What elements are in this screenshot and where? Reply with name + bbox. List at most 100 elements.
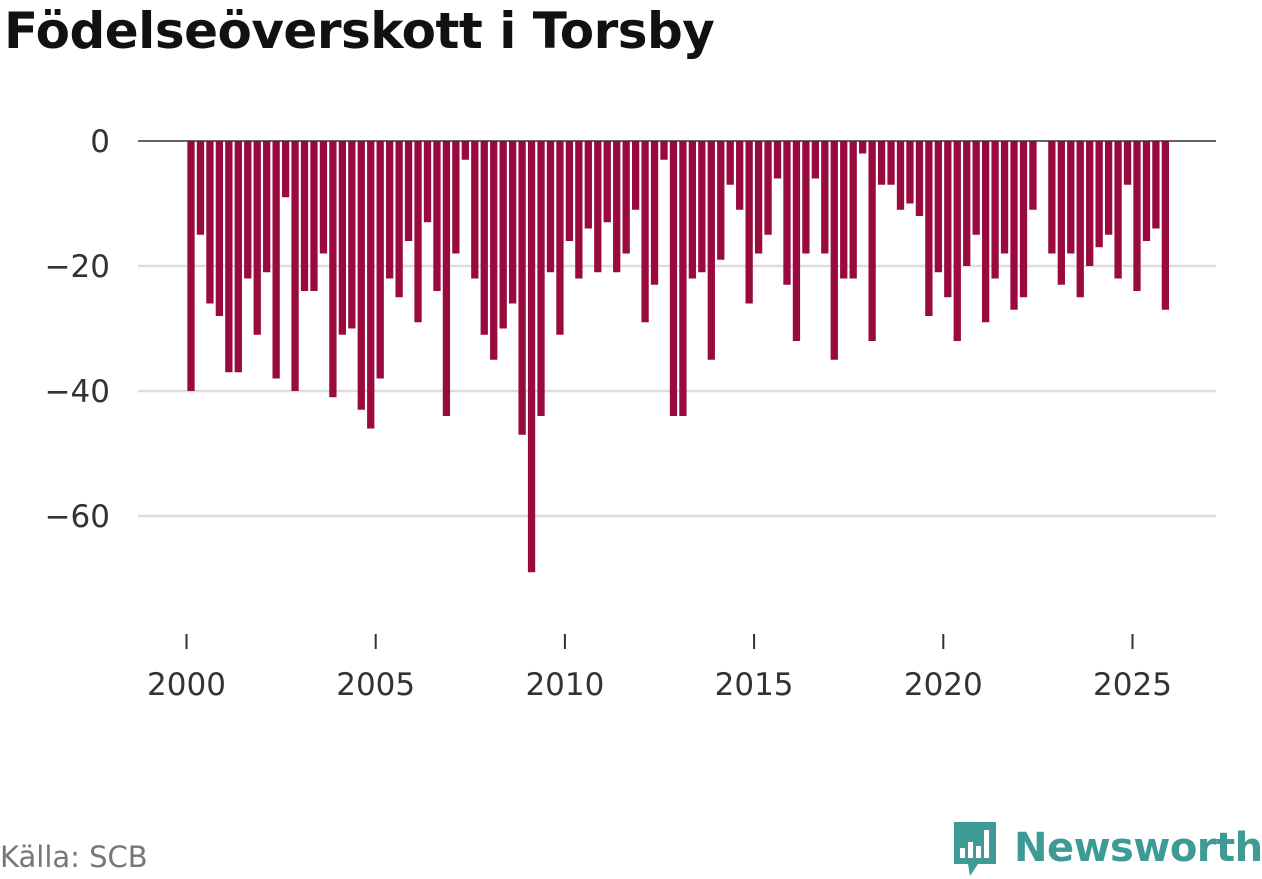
bar xyxy=(1152,141,1160,229)
bar xyxy=(1019,141,1028,298)
x-tick-label: 2025 xyxy=(1093,667,1172,703)
y-tick-label: −40 xyxy=(45,374,110,410)
bar xyxy=(688,141,697,279)
bar xyxy=(906,141,914,204)
brand-name: Newsworthy xyxy=(1014,825,1262,871)
bar xyxy=(622,141,630,254)
bar xyxy=(641,141,649,323)
bar xyxy=(310,141,318,291)
x-tick-label: 2010 xyxy=(525,667,604,703)
bar xyxy=(575,141,583,279)
bar xyxy=(925,141,933,316)
bar xyxy=(404,141,413,241)
bar xyxy=(357,141,365,410)
bar-chart-speech-bubble-icon xyxy=(954,822,996,876)
bar xyxy=(499,141,507,329)
y-tick-label: 0 xyxy=(90,124,110,160)
bar xyxy=(253,141,261,335)
bar xyxy=(773,141,782,179)
bar xyxy=(915,141,924,216)
bar xyxy=(830,141,838,360)
bar xyxy=(414,141,422,323)
bar xyxy=(1067,141,1075,254)
y-tick-label: −20 xyxy=(45,249,110,285)
bar xyxy=(1029,141,1037,210)
bar xyxy=(963,141,971,266)
bar xyxy=(1133,141,1141,291)
bar xyxy=(1142,141,1151,241)
bar xyxy=(991,141,999,279)
bar xyxy=(754,141,763,254)
bar xyxy=(272,141,280,379)
bar xyxy=(1010,141,1018,310)
bar xyxy=(783,141,791,285)
y-axis-ticks: 0 −20 −40 −60 xyxy=(45,124,110,535)
x-tick-label: 2015 xyxy=(715,667,794,703)
bar xyxy=(537,141,545,416)
bar xyxy=(442,141,451,416)
bar xyxy=(1161,141,1170,310)
bar xyxy=(215,141,224,316)
bar xyxy=(1114,141,1122,279)
bar xyxy=(461,141,469,160)
bar xyxy=(546,141,555,273)
bar xyxy=(679,141,687,416)
bar xyxy=(764,141,772,235)
bar xyxy=(300,141,309,291)
bar xyxy=(896,141,905,210)
bar xyxy=(196,141,205,235)
bar xyxy=(859,141,867,154)
bar xyxy=(944,141,952,298)
bar xyxy=(338,141,347,335)
bar xyxy=(717,141,725,260)
bar xyxy=(518,141,526,435)
bar xyxy=(263,141,271,273)
bar xyxy=(981,141,990,323)
brand-logo: Newsworthy xyxy=(950,818,1262,878)
bar xyxy=(225,141,233,373)
bar xyxy=(736,141,744,210)
bar xyxy=(1123,141,1132,185)
bar xyxy=(972,141,980,235)
bar xyxy=(953,141,961,341)
bar xyxy=(631,141,640,210)
bar xyxy=(650,141,659,285)
bar xyxy=(508,141,517,304)
bar xyxy=(527,141,536,573)
y-tick-label: −60 xyxy=(45,499,110,535)
x-tick-label: 2020 xyxy=(904,667,983,703)
bar xyxy=(811,141,820,179)
bar xyxy=(565,141,574,241)
bar xyxy=(1076,141,1084,298)
source-label: Källa: SCB xyxy=(0,840,148,874)
bar xyxy=(840,141,848,279)
x-axis-ticks: 2000 2005 2010 2015 2020 2025 xyxy=(147,634,1172,703)
bar xyxy=(395,141,403,298)
bar xyxy=(934,141,942,273)
bar xyxy=(603,141,611,223)
bar xyxy=(792,141,801,341)
bar xyxy=(887,141,895,185)
bar xyxy=(556,141,564,335)
bar xyxy=(660,141,668,160)
bar xyxy=(707,141,715,360)
bar xyxy=(1000,141,1009,254)
bar xyxy=(868,141,876,341)
bar xyxy=(480,141,488,335)
bar xyxy=(234,141,242,373)
bar xyxy=(423,141,432,223)
bar xyxy=(206,141,214,304)
bar xyxy=(367,141,375,429)
x-tick-label: 2000 xyxy=(147,667,226,703)
bar xyxy=(613,141,621,273)
bar xyxy=(452,141,460,254)
bar xyxy=(726,141,734,185)
chart-title: Födelseöverskott i Torsby xyxy=(4,2,715,60)
bar xyxy=(584,141,592,229)
bar xyxy=(433,141,441,291)
bar xyxy=(877,141,886,185)
bar xyxy=(802,141,810,254)
bar xyxy=(669,141,678,416)
bar xyxy=(1104,141,1113,235)
bar xyxy=(281,141,290,198)
